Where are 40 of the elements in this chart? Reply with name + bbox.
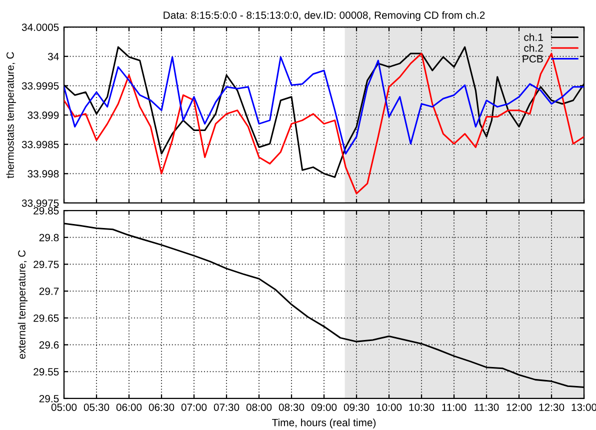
chart-title: Data: 8:15:5:0:0 - 8:15:13:0:0, dev.ID: 00008, Removing CD from ch.2 <box>164 11 485 21</box>
line-series <box>64 52 584 194</box>
y-tick-label: 29.7 <box>39 288 59 295</box>
x-tick-label: 05:30 <box>84 404 110 411</box>
legend-label: PCB <box>522 55 543 62</box>
x-tick-label: 05:00 <box>51 404 77 411</box>
x-tick-label: 09:30 <box>344 404 370 411</box>
y-tick-label: 34 <box>48 52 59 60</box>
x-tick-label: 12:00 <box>506 404 532 411</box>
x-tick-label: 06:00 <box>116 404 142 411</box>
x-tick-label: 07:30 <box>214 404 240 411</box>
x-tick-label: 11:00 <box>442 404 466 411</box>
x-tick-label: 06:30 <box>148 404 174 411</box>
x-axis-title: Time, hours (real time) <box>272 418 376 428</box>
y-tick-label: 33.9975 <box>22 199 59 207</box>
y-tick-label: 29.75 <box>34 260 59 268</box>
y-tick-label: 29.55 <box>34 368 59 376</box>
y-tick-label: 34.0005 <box>22 24 59 31</box>
x-tick-label: 11:30 <box>474 404 499 411</box>
y-axis-title: external temperature, C <box>18 250 28 359</box>
x-tick-label: 08:00 <box>246 404 272 411</box>
y-tick-label: 29.5 <box>39 394 59 402</box>
y-tick-label: 33.9995 <box>22 82 59 90</box>
x-tick-label: 10:00 <box>376 404 402 411</box>
x-tick-label: 08:30 <box>278 404 304 411</box>
x-tick-label: 07:00 <box>181 404 207 411</box>
legend-label: ch.2 <box>524 44 543 52</box>
y-axis-title: thermostats temperature, C <box>6 52 16 178</box>
y-tick-label: 33.999 <box>28 112 59 119</box>
x-tick-label: 10:30 <box>409 404 434 411</box>
y-tick-label: 29.65 <box>34 314 59 322</box>
legend-label: ch.1 <box>524 33 543 41</box>
y-tick-label: 33.998 <box>28 170 59 178</box>
y-tick-label: 33.9985 <box>22 140 59 148</box>
x-tick-label: 09:00 <box>311 404 337 411</box>
y-tick-label: 29.85 <box>34 207 59 214</box>
y-tick-label: 29.8 <box>39 234 59 242</box>
x-tick-label: 12:30 <box>539 404 564 411</box>
line-series <box>64 56 584 154</box>
y-tick-label: 29.6 <box>39 341 59 349</box>
